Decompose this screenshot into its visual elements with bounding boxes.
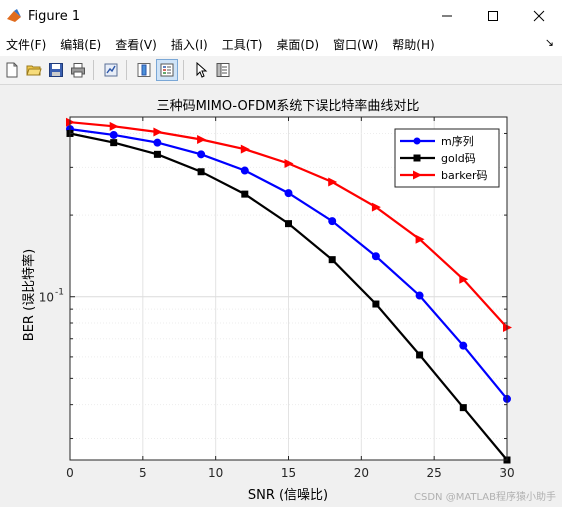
data-point [240, 166, 249, 175]
menu-bar: 文件(F) 编辑(E) 查看(V) 插入(I) 工具(T) 桌面(D) 窗口(W… [0, 32, 562, 56]
data-point [284, 189, 293, 198]
menu-dock-arrow-icon[interactable]: ↘ [544, 36, 554, 49]
x-tick-label: 15 [281, 466, 296, 480]
close-icon [533, 10, 545, 22]
legend-icon [160, 63, 174, 77]
new-figure-icon [6, 62, 18, 78]
property-inspector-button[interactable] [213, 60, 233, 80]
maximize-icon [488, 11, 498, 21]
data-point [153, 127, 163, 137]
y-tick-label: 10 [39, 291, 54, 305]
data-point [371, 252, 380, 261]
x-tick-label: 0 [66, 466, 74, 480]
data-point [415, 291, 424, 300]
legend: m序列 gold码 barker码 [394, 128, 500, 188]
data-point [241, 190, 249, 198]
matlab-icon [7, 9, 21, 22]
data-point [459, 341, 468, 350]
data-point [240, 144, 250, 154]
legend-label: gold码 [441, 152, 476, 165]
menu-insert[interactable]: 插入(I) [170, 37, 208, 52]
legend-label: barker码 [441, 169, 488, 182]
menu-desktop[interactable]: 桌面(D) [276, 37, 320, 52]
data-point [153, 138, 162, 147]
link-plot-button[interactable] [101, 60, 121, 80]
legend-marker [413, 154, 421, 162]
data-point [285, 220, 292, 228]
save-button[interactable] [46, 60, 66, 80]
minimize-button[interactable] [424, 0, 470, 32]
legend-label: m序列 [441, 134, 474, 148]
y-axis-label: BER (误比特率) [21, 249, 37, 341]
data-point [328, 256, 336, 264]
x-axis-label: SNR (信噪比) [248, 488, 328, 503]
data-point [110, 139, 118, 147]
data-point [109, 130, 118, 139]
minimize-icon [442, 15, 452, 17]
print-icon [71, 63, 85, 78]
window-titlebar: Figure 1 [0, 0, 562, 32]
legend-button[interactable] [156, 59, 178, 81]
toolbar-separator [183, 60, 184, 80]
data-point [459, 274, 469, 284]
new-figure-button[interactable] [2, 60, 22, 80]
data-point [416, 351, 424, 359]
close-button[interactable] [516, 0, 562, 32]
print-button[interactable] [68, 60, 88, 80]
window-title: Figure 1 [28, 8, 81, 24]
menu-file[interactable]: 文件(F) [6, 37, 47, 52]
colorbar-icon [137, 63, 151, 77]
toolbar-separator [93, 60, 94, 80]
menu-edit[interactable]: 编辑(E) [60, 37, 102, 52]
chart-title: 三种码MIMO-OFDM系统下误比特率曲线对比 [157, 98, 420, 114]
property-inspector-icon [216, 63, 230, 77]
data-point [328, 217, 337, 226]
legend-marker [413, 137, 421, 145]
pointer-arrow-icon [196, 62, 208, 78]
link-plot-icon [104, 63, 118, 77]
data-point [197, 150, 206, 159]
figure-canvas: 0 5 10 15 20 25 30 10 -1 三种码MIMO-OFDM系统下误比特率曲线对比… [0, 85, 562, 507]
x-tick-label: 20 [354, 466, 369, 480]
y-tick-label-exponent: -1 [55, 288, 64, 298]
watermark: CSDN @MATLAB程序猿小助手 [414, 492, 556, 503]
data-point [459, 404, 467, 412]
data-point [153, 150, 161, 158]
x-tick-label: 10 [208, 466, 223, 480]
data-point [197, 168, 205, 176]
menu-help[interactable]: 帮助(H) [392, 37, 435, 52]
data-point [371, 202, 381, 212]
data-point [415, 234, 425, 244]
save-icon [49, 63, 63, 77]
menu-tools[interactable]: 工具(T) [221, 37, 263, 52]
data-point [372, 300, 380, 308]
open-file-icon [26, 65, 42, 76]
data-point [109, 121, 119, 131]
open-file-button[interactable] [24, 60, 44, 80]
edit-plot-button[interactable] [191, 60, 211, 80]
x-tick-label: 25 [427, 466, 442, 480]
data-point [197, 135, 207, 145]
menu-window[interactable]: 窗口(W) [333, 37, 379, 52]
colorbar-button[interactable] [134, 60, 154, 80]
data-point [328, 177, 338, 187]
menu-view[interactable]: 查看(V) [115, 37, 157, 52]
x-tick-label: 5 [139, 466, 147, 480]
chart-labels: 三种码MIMO-OFDM系统下误比特率曲线对比 SNR (信噪比) BER (误… [21, 98, 419, 503]
toolbar-separator [126, 60, 127, 80]
x-tick-label: 30 [499, 466, 514, 480]
data-point [284, 158, 294, 168]
figure-toolbar [0, 56, 562, 85]
maximize-button[interactable] [470, 0, 516, 32]
legend-marker [413, 170, 422, 180]
